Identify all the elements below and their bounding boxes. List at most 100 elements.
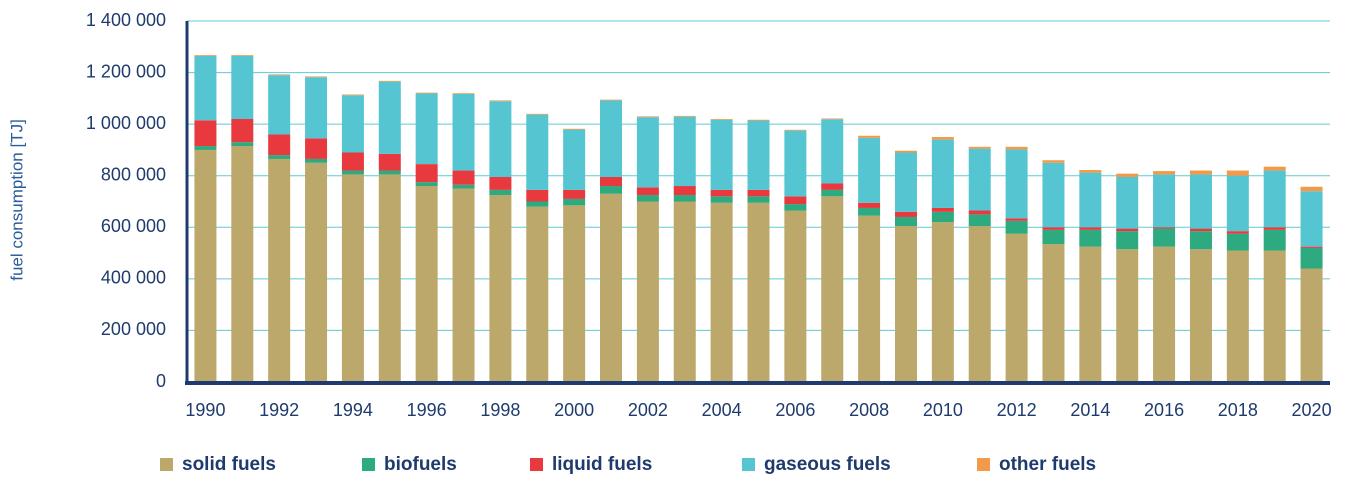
bar-segment xyxy=(636,117,659,188)
bar-segment xyxy=(821,189,844,197)
bar-segment xyxy=(305,138,328,159)
y-axis-label: fuel consumption [TJ] xyxy=(7,119,26,281)
x-tick-label: 1992 xyxy=(259,400,299,420)
bar-segment xyxy=(710,202,733,382)
bar-segment xyxy=(526,113,549,115)
bar-segment xyxy=(415,92,438,94)
bar-segment xyxy=(600,193,623,382)
bar-segment xyxy=(1226,170,1249,176)
bar-segment xyxy=(341,174,364,382)
x-tick-label: 2002 xyxy=(628,400,668,420)
bar-segment xyxy=(931,139,954,208)
bar-segment xyxy=(231,118,254,143)
bar-segment xyxy=(673,201,696,382)
bar-segment xyxy=(673,115,696,117)
bar-segment xyxy=(378,174,401,382)
bar-segment xyxy=(600,177,623,187)
bar-segment xyxy=(710,196,733,203)
bar-segment xyxy=(1226,231,1249,234)
bar-segment xyxy=(968,210,991,215)
x-tick-label: 1998 xyxy=(480,400,520,420)
bar-segment xyxy=(1189,231,1212,250)
bar-segment xyxy=(489,195,512,382)
bar-segment xyxy=(489,189,512,196)
bar-segment xyxy=(194,149,217,382)
x-tick-label: 2012 xyxy=(997,400,1037,420)
bar-segment xyxy=(858,202,881,208)
y-tick-label: 400 000 xyxy=(101,268,166,288)
bar-segment xyxy=(1226,233,1249,251)
bar-segment xyxy=(710,118,733,120)
legend-swatch xyxy=(977,458,990,471)
x-tick-label: 2008 xyxy=(849,400,889,420)
bar-segment xyxy=(341,152,364,171)
legend-swatch xyxy=(160,458,173,471)
bar-segment xyxy=(415,164,438,183)
bar-segment xyxy=(1116,173,1139,178)
bar-segment xyxy=(1042,227,1065,230)
legend-label: biofuels xyxy=(384,454,457,475)
y-tick-label: 200 000 xyxy=(101,319,166,339)
bar-segment xyxy=(452,170,475,185)
bar-segment xyxy=(526,206,549,382)
bar-segment xyxy=(1005,220,1028,234)
bar-segment xyxy=(268,155,291,159)
bar-segment xyxy=(931,211,954,223)
bar-segment xyxy=(1153,227,1176,229)
bar-segment xyxy=(1300,191,1323,247)
bar-segment xyxy=(600,99,623,101)
bar-segment xyxy=(968,225,991,382)
bar-segment xyxy=(673,186,696,196)
bar-segment xyxy=(378,170,401,175)
bar-segment xyxy=(636,201,659,382)
bar-segment xyxy=(821,119,844,184)
bar-segment xyxy=(194,55,217,121)
bar-segment xyxy=(931,222,954,382)
bar-segment xyxy=(968,148,991,211)
bar-segment xyxy=(784,129,807,131)
bar-segment xyxy=(415,93,438,165)
bar-segment xyxy=(1042,162,1065,228)
bar-segment xyxy=(931,207,954,212)
y-tick-label: 1 200 000 xyxy=(86,61,166,81)
bar-segment xyxy=(1005,218,1028,221)
bar-segment xyxy=(1079,227,1102,230)
bar-segment xyxy=(231,146,254,382)
bar-segment xyxy=(1042,160,1065,163)
bar-segment xyxy=(268,134,291,156)
bar-segment xyxy=(563,189,586,199)
bar-segment xyxy=(489,101,512,178)
bar-segment xyxy=(600,100,623,178)
bar-segment xyxy=(1189,170,1212,175)
bar-segment xyxy=(1079,172,1102,228)
bar-segment xyxy=(378,81,401,154)
bar-segment xyxy=(1263,229,1286,251)
bar-segment xyxy=(1300,268,1323,382)
bar-segment xyxy=(1116,177,1139,229)
bar-segment xyxy=(1300,247,1323,269)
bar-segment xyxy=(452,184,475,189)
bar-segment xyxy=(673,116,696,187)
legend-swatch xyxy=(362,458,375,471)
bar-segment xyxy=(1153,228,1176,247)
bar-segment xyxy=(1263,170,1286,228)
bar-segment xyxy=(747,202,770,382)
bar-segment xyxy=(378,80,401,82)
bar-segment xyxy=(931,137,954,140)
bar-segment xyxy=(563,129,586,190)
bar-segment xyxy=(747,189,770,197)
bar-segment xyxy=(489,177,512,190)
legend-label: other fuels xyxy=(999,454,1096,475)
bar-segment xyxy=(858,135,881,138)
bar-segment xyxy=(1189,228,1212,232)
bar-segment xyxy=(636,195,659,202)
bar-segment xyxy=(747,120,770,190)
bar-segment xyxy=(1226,175,1249,232)
bar-segment xyxy=(305,76,328,78)
bar-segment xyxy=(194,55,217,56)
bar-segment xyxy=(378,153,401,171)
bar-segment xyxy=(1153,174,1176,228)
x-tick-label: 1994 xyxy=(333,400,373,420)
x-tick-label: 2018 xyxy=(1218,400,1258,420)
bar-segment xyxy=(452,188,475,382)
